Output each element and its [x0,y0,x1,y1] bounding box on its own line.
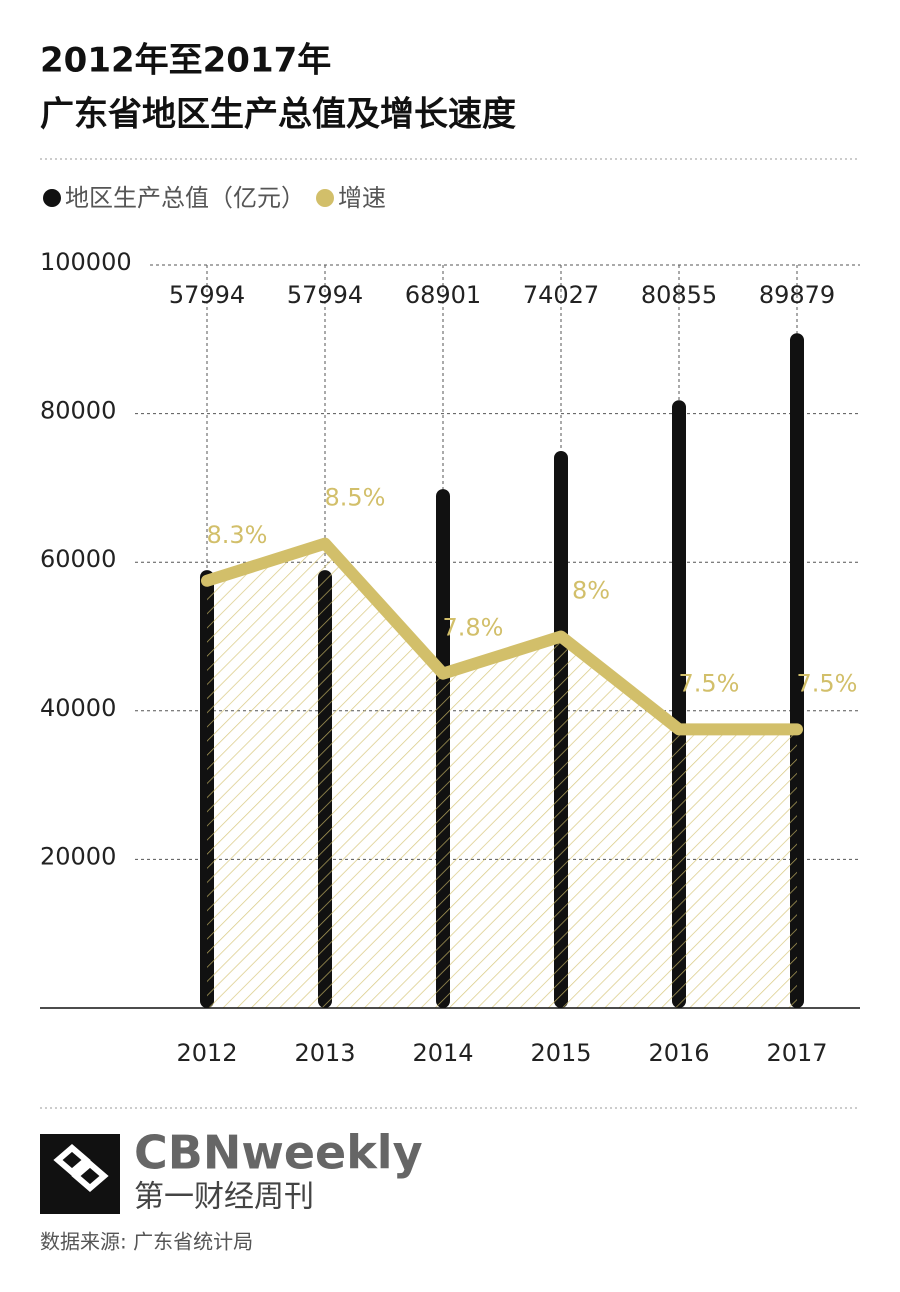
legend-marker [43,189,61,207]
chart-title: 2012年至2017年 [40,41,331,81]
x-tick-label: 2015 [530,1039,591,1067]
x-tick-label: 2016 [648,1039,709,1067]
x-tick-label: 2013 [294,1039,355,1067]
y-tick-label: 80000 [40,397,116,425]
source: 数据来源: 广东省统计局 [40,1230,253,1254]
value-label: 80855 [641,281,717,309]
brand: CBNweekly [134,1126,423,1180]
value-label: 8.3% [207,521,268,549]
y-tick-label: 100000 [40,248,132,276]
legend-label: 增速 [338,184,386,212]
value-label: 8% [572,577,610,605]
value-label: 7.8% [443,614,504,642]
value-label: 89879 [759,281,835,309]
x-tick-label: 2014 [412,1039,473,1067]
value-label: 8.5% [325,484,386,512]
value-label: 68901 [405,281,481,309]
value-label: 74027 [523,281,599,309]
logo [40,1134,120,1214]
y-tick-label: 60000 [40,545,116,573]
brand-subtitle: 第一财经周刊 [134,1180,314,1215]
x-tick-label: 2012 [176,1039,237,1067]
x-tick-label: 2017 [766,1039,827,1067]
value-label: 57994 [169,281,245,309]
area [207,543,797,1008]
value-label: 7.5% [797,669,858,697]
legend-label: 地区生产总值（亿元） [65,184,305,212]
y-tick-label: 40000 [40,694,116,722]
line [201,537,803,736]
value-label: 7.5% [679,669,740,697]
value-label: 57994 [287,281,363,309]
chart-subtitle: 广东省地区生产总值及增长速度 [40,95,516,135]
y-tick-label: 20000 [40,842,116,870]
legend-marker [316,189,334,207]
